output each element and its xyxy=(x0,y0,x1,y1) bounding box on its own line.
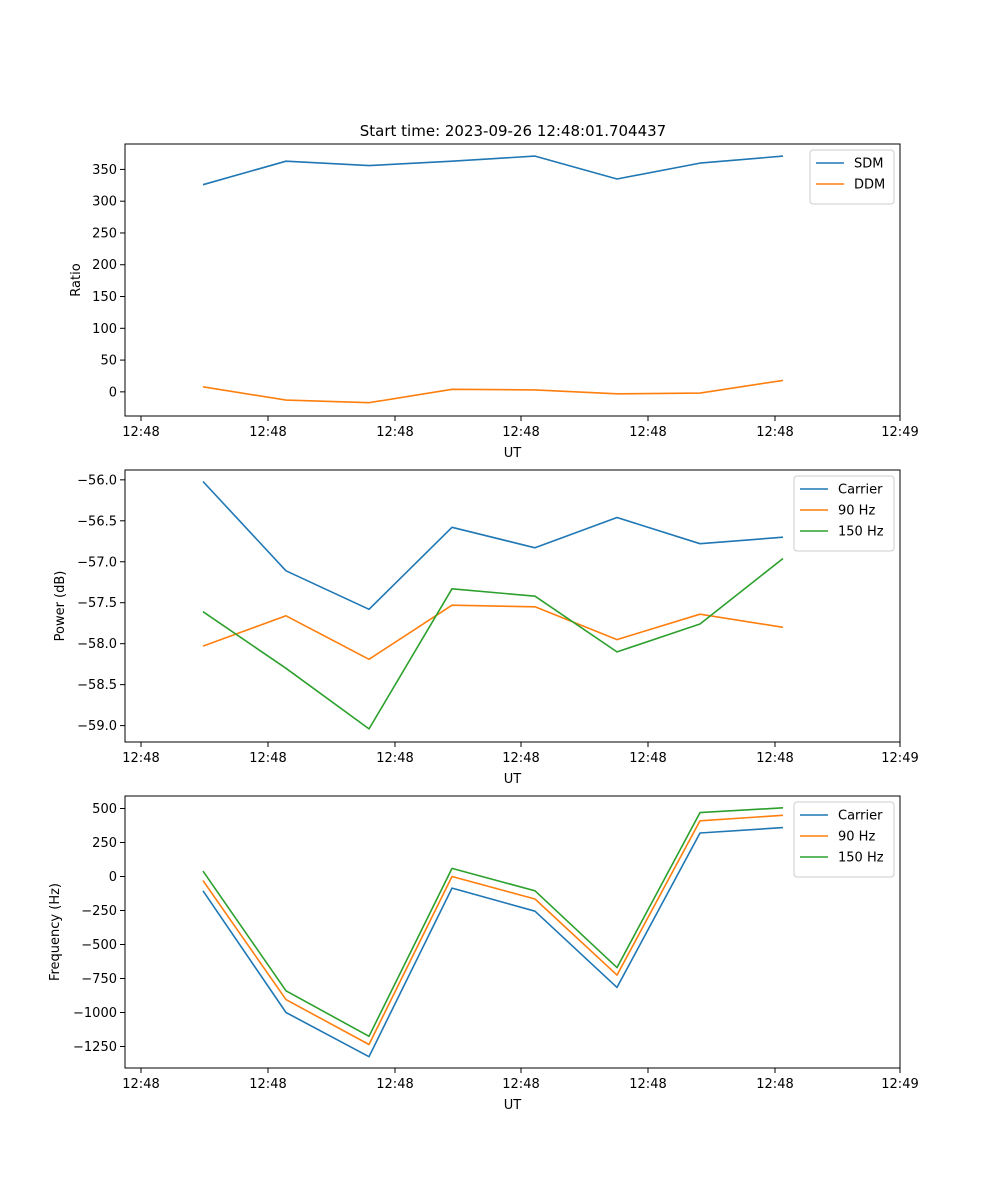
legend-label: DDM xyxy=(854,178,885,193)
axes-frame xyxy=(124,469,901,743)
legend-label: SDM xyxy=(854,157,883,172)
legend-label: 150 Hz xyxy=(838,851,884,866)
y-tick-label: −58.5 xyxy=(77,678,117,693)
y-tick-label: 200 xyxy=(92,258,117,273)
y-tick-label: −500 xyxy=(81,938,117,953)
y-tick-label: 250 xyxy=(92,226,117,241)
chart-panel-1: 12:48 12:48 12:48 12:48 12:48 12:48 12:49 0 50 10… xyxy=(69,143,919,461)
x-tick-label: 12:48 xyxy=(249,751,286,766)
y-tick-label: 100 xyxy=(92,322,117,337)
x-tick-label: 12:48 xyxy=(122,751,159,766)
legend: SDM DDM xyxy=(809,149,895,205)
y-tick-label: −1000 xyxy=(73,1006,117,1021)
legend-label: 150 Hz xyxy=(838,525,884,540)
series-line-1 xyxy=(202,480,784,611)
legend-label: 90 Hz xyxy=(838,504,875,519)
y-tick-label: 0 xyxy=(109,385,117,400)
y-axis-label: Power (dB) xyxy=(53,571,68,642)
y-tick-label: 50 xyxy=(100,354,117,369)
y-tick-label: −58.0 xyxy=(77,637,117,652)
y-tick-label: −56.5 xyxy=(77,514,117,529)
y-tick-label: 250 xyxy=(92,836,117,851)
series-line-1 xyxy=(202,826,784,1058)
legend-label: Carrier xyxy=(838,809,883,824)
x-tick-label: 12:48 xyxy=(629,1077,666,1092)
series-line-1 xyxy=(202,155,784,186)
legend-label: 90 Hz xyxy=(838,830,875,845)
x-tick-label: 12:48 xyxy=(756,1077,793,1092)
legend: Carrier 90 Hz 150 Hz xyxy=(793,475,895,552)
y-tick-label: −59.0 xyxy=(77,719,117,734)
series-line-2 xyxy=(202,604,784,661)
figure-title: Start time: 2023-09-26 12:48:01.704437 xyxy=(360,122,666,140)
x-tick-label: 12:48 xyxy=(756,751,793,766)
x-tick-label: 12:49 xyxy=(881,1077,918,1092)
y-tick-label: 0 xyxy=(109,870,117,885)
x-tick-label: 12:48 xyxy=(629,751,666,766)
y-axis-label: Ratio xyxy=(69,263,84,296)
series-line-3 xyxy=(202,557,784,730)
x-axis-label: UT xyxy=(504,446,522,461)
x-tick-label: 12:48 xyxy=(502,425,539,440)
x-axis-label: UT xyxy=(504,772,522,787)
y-tick-label: −250 xyxy=(81,904,117,919)
x-tick-label: 12:48 xyxy=(376,751,413,766)
series-line-2 xyxy=(202,379,784,404)
x-axis-label: UT xyxy=(504,1098,522,1113)
x-tick-label: 12:49 xyxy=(881,425,918,440)
x-tick-label: 12:48 xyxy=(629,425,666,440)
y-tick-label: −57.0 xyxy=(77,555,117,570)
x-tick-label: 12:48 xyxy=(502,1077,539,1092)
legend-label: Carrier xyxy=(838,483,883,498)
y-tick-label: −57.5 xyxy=(77,596,117,611)
y-tick-label: 350 xyxy=(92,163,117,178)
x-tick-label: 12:48 xyxy=(249,1077,286,1092)
x-tick-label: 12:49 xyxy=(881,751,918,766)
chart-panel-2: 12:48 12:48 12:48 12:48 12:48 12:48 12:49 −59.0… xyxy=(53,469,919,787)
x-tick-label: 12:48 xyxy=(249,425,286,440)
y-tick-label: 300 xyxy=(92,195,117,210)
chart-panel-3: 12:48 12:48 12:48 12:48 12:48 12:48 12:49 −1250… xyxy=(48,795,919,1113)
series-line-3 xyxy=(202,807,784,1038)
x-tick-label: 12:48 xyxy=(502,751,539,766)
y-tick-label: 500 xyxy=(92,802,117,817)
axes-frame xyxy=(124,795,901,1069)
x-tick-label: 12:48 xyxy=(376,425,413,440)
y-tick-label: −750 xyxy=(81,972,117,987)
series-line-2 xyxy=(202,814,784,1046)
y-axis-label: Frequency (Hz) xyxy=(48,883,63,981)
x-tick-label: 12:48 xyxy=(376,1077,413,1092)
axes-frame xyxy=(124,143,901,417)
x-tick-label: 12:48 xyxy=(122,1077,159,1092)
y-tick-label: 150 xyxy=(92,290,117,305)
x-tick-label: 12:48 xyxy=(122,425,159,440)
y-tick-label: −1250 xyxy=(73,1040,117,1055)
legend-box xyxy=(793,801,895,878)
x-tick-label: 12:48 xyxy=(756,425,793,440)
legend-box xyxy=(793,475,895,552)
y-tick-label: −56.0 xyxy=(77,473,117,488)
legend: Carrier 90 Hz 150 Hz xyxy=(793,801,895,878)
